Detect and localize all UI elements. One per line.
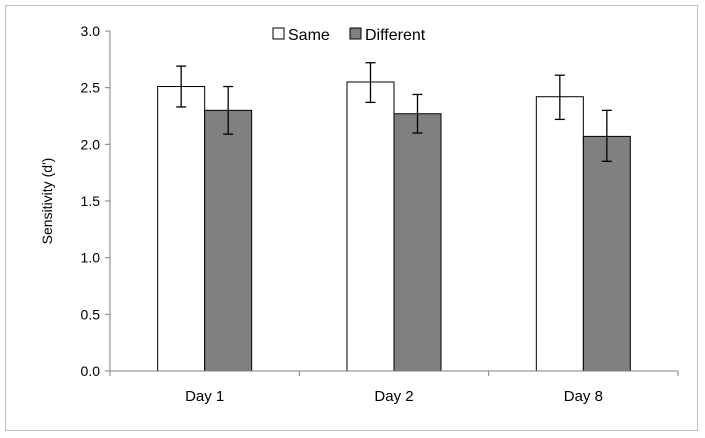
bar (157, 86, 206, 372)
y-tick-label: 3.0 (81, 23, 101, 39)
bar (535, 96, 584, 372)
x-axis: Day 1 Day 2 Day 8 (109, 370, 679, 405)
legend-swatch (349, 27, 362, 40)
bars (157, 81, 631, 372)
x-tick-label: Day 8 (564, 388, 603, 405)
error-bars (176, 62, 612, 162)
y-axis-label: Sensitivity (d') (39, 158, 55, 245)
bar (582, 135, 631, 372)
legend-swatch (272, 27, 285, 40)
x-tick-label: Day 2 (374, 388, 413, 405)
y-tick-label: 2.5 (81, 80, 101, 96)
y-tick-label: 1.5 (81, 193, 101, 209)
bar (393, 113, 442, 372)
y-tick-label: 0.5 (81, 306, 101, 322)
y-tick-label: 1.0 (81, 250, 101, 266)
y-tick-label: 2.0 (81, 136, 101, 152)
y-axis: 0.0 0.5 1.0 1.5 2.0 2.5 3.0 (81, 23, 111, 379)
legend-label: Same (288, 27, 330, 44)
bar (204, 109, 253, 372)
x-tick-label: Day 1 (185, 388, 224, 405)
legend-label: Different (365, 27, 426, 44)
y-tick-label: 0.0 (81, 363, 101, 379)
bar (346, 81, 395, 372)
legend: Same Different (272, 27, 426, 44)
